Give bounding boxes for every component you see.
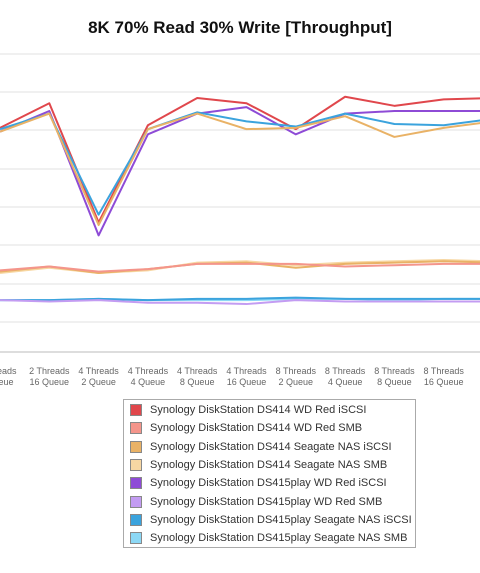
series-line-6 bbox=[0, 296, 480, 302]
legend-label: Synology DiskStation DS414 WD Red iSCSI bbox=[150, 404, 367, 416]
series-line-1 bbox=[0, 262, 480, 273]
legend-item[interactable]: Synology DiskStation DS415play Seagate N… bbox=[130, 531, 407, 545]
chart-title: 8K 70% Read 30% Write [Throughput] bbox=[88, 18, 392, 37]
legend-swatch bbox=[130, 404, 142, 416]
legend-swatch bbox=[130, 422, 142, 435]
x-tick-label: 4 Threads bbox=[226, 366, 267, 376]
legend-swatch bbox=[130, 440, 142, 453]
x-tick-label: 16 Queue bbox=[424, 377, 464, 387]
gridlines bbox=[0, 53, 480, 353]
legend-item[interactable]: Synology DiskStation DS415play WD Red SM… bbox=[130, 495, 382, 509]
x-tick-label: 8 Queue bbox=[377, 377, 412, 387]
legend-item[interactable]: Synology DiskStation DS414 WD Red iSCSI bbox=[130, 403, 366, 417]
x-tick-label: 4 Queue bbox=[328, 377, 363, 387]
legend-label: Synology DiskStation DS415play Seagate N… bbox=[150, 513, 412, 526]
legend-swatch bbox=[130, 513, 142, 526]
series-line-5 bbox=[0, 299, 480, 306]
x-tick-label: 8 Queue bbox=[180, 377, 215, 387]
series-lines bbox=[0, 95, 480, 306]
x-tick-label: 2 Threads bbox=[29, 366, 70, 376]
x-tick-label: 8 Threads bbox=[374, 366, 415, 376]
legend-label: Synology DiskStation DS414 Seagate NAS i… bbox=[150, 440, 392, 453]
x-tick-label: 4 Threads bbox=[128, 366, 169, 376]
legend-label: Synology DiskStation DS415play WD Red iS… bbox=[150, 477, 387, 490]
x-tick-label: Threads bbox=[0, 366, 17, 376]
x-tick-label: 4 Threads bbox=[78, 366, 119, 376]
legend-label: Synology DiskStation DS415play WD Red SM… bbox=[150, 495, 383, 508]
legend-label: Synology DiskStation DS415play Seagate N… bbox=[150, 532, 408, 545]
legend-swatch bbox=[130, 458, 142, 471]
series-line-upper-1 bbox=[0, 112, 480, 227]
legend-label: Synology DiskStation DS414 Seagate NAS S… bbox=[150, 458, 388, 471]
x-tick-label: 4 Queue bbox=[131, 377, 166, 387]
x-tick-label: 8 Threads bbox=[325, 366, 366, 376]
x-tick-label: 16 Queue bbox=[30, 377, 70, 387]
legend-item[interactable]: Synology DiskStation DS414 WD Red SMB bbox=[130, 421, 362, 435]
x-tick-label: 8 Threads bbox=[424, 366, 465, 376]
legend-item[interactable]: Synology DiskStation DS415play Seagate N… bbox=[130, 513, 412, 527]
legend-label: Synology DiskStation DS414 WD Red SMB bbox=[150, 422, 363, 435]
legend-swatch bbox=[130, 532, 142, 545]
legend-swatch bbox=[130, 495, 142, 508]
x-tick-label: 2 Queue bbox=[279, 377, 314, 387]
legend-item[interactable]: Synology DiskStation DS415play WD Red iS… bbox=[130, 476, 387, 490]
x-tick-label: 4 Threads bbox=[177, 366, 218, 376]
x-tick-label: 2 Queue bbox=[81, 377, 116, 387]
legend-item[interactable]: Synology DiskStation DS414 Seagate NAS S… bbox=[130, 458, 387, 472]
x-tick-label: Queue bbox=[0, 377, 14, 387]
series-line-4 bbox=[0, 106, 480, 237]
series-line-upper-0 bbox=[0, 111, 480, 216]
legend-swatch bbox=[130, 477, 142, 490]
legend: Synology DiskStation DS414 WD Red iSCSI S… bbox=[123, 399, 416, 548]
legend-item[interactable]: Synology DiskStation DS414 Seagate NAS i… bbox=[130, 440, 392, 454]
x-tick-label: 8 Threads bbox=[276, 366, 317, 376]
x-tick-label: 16 Queue bbox=[227, 377, 267, 387]
